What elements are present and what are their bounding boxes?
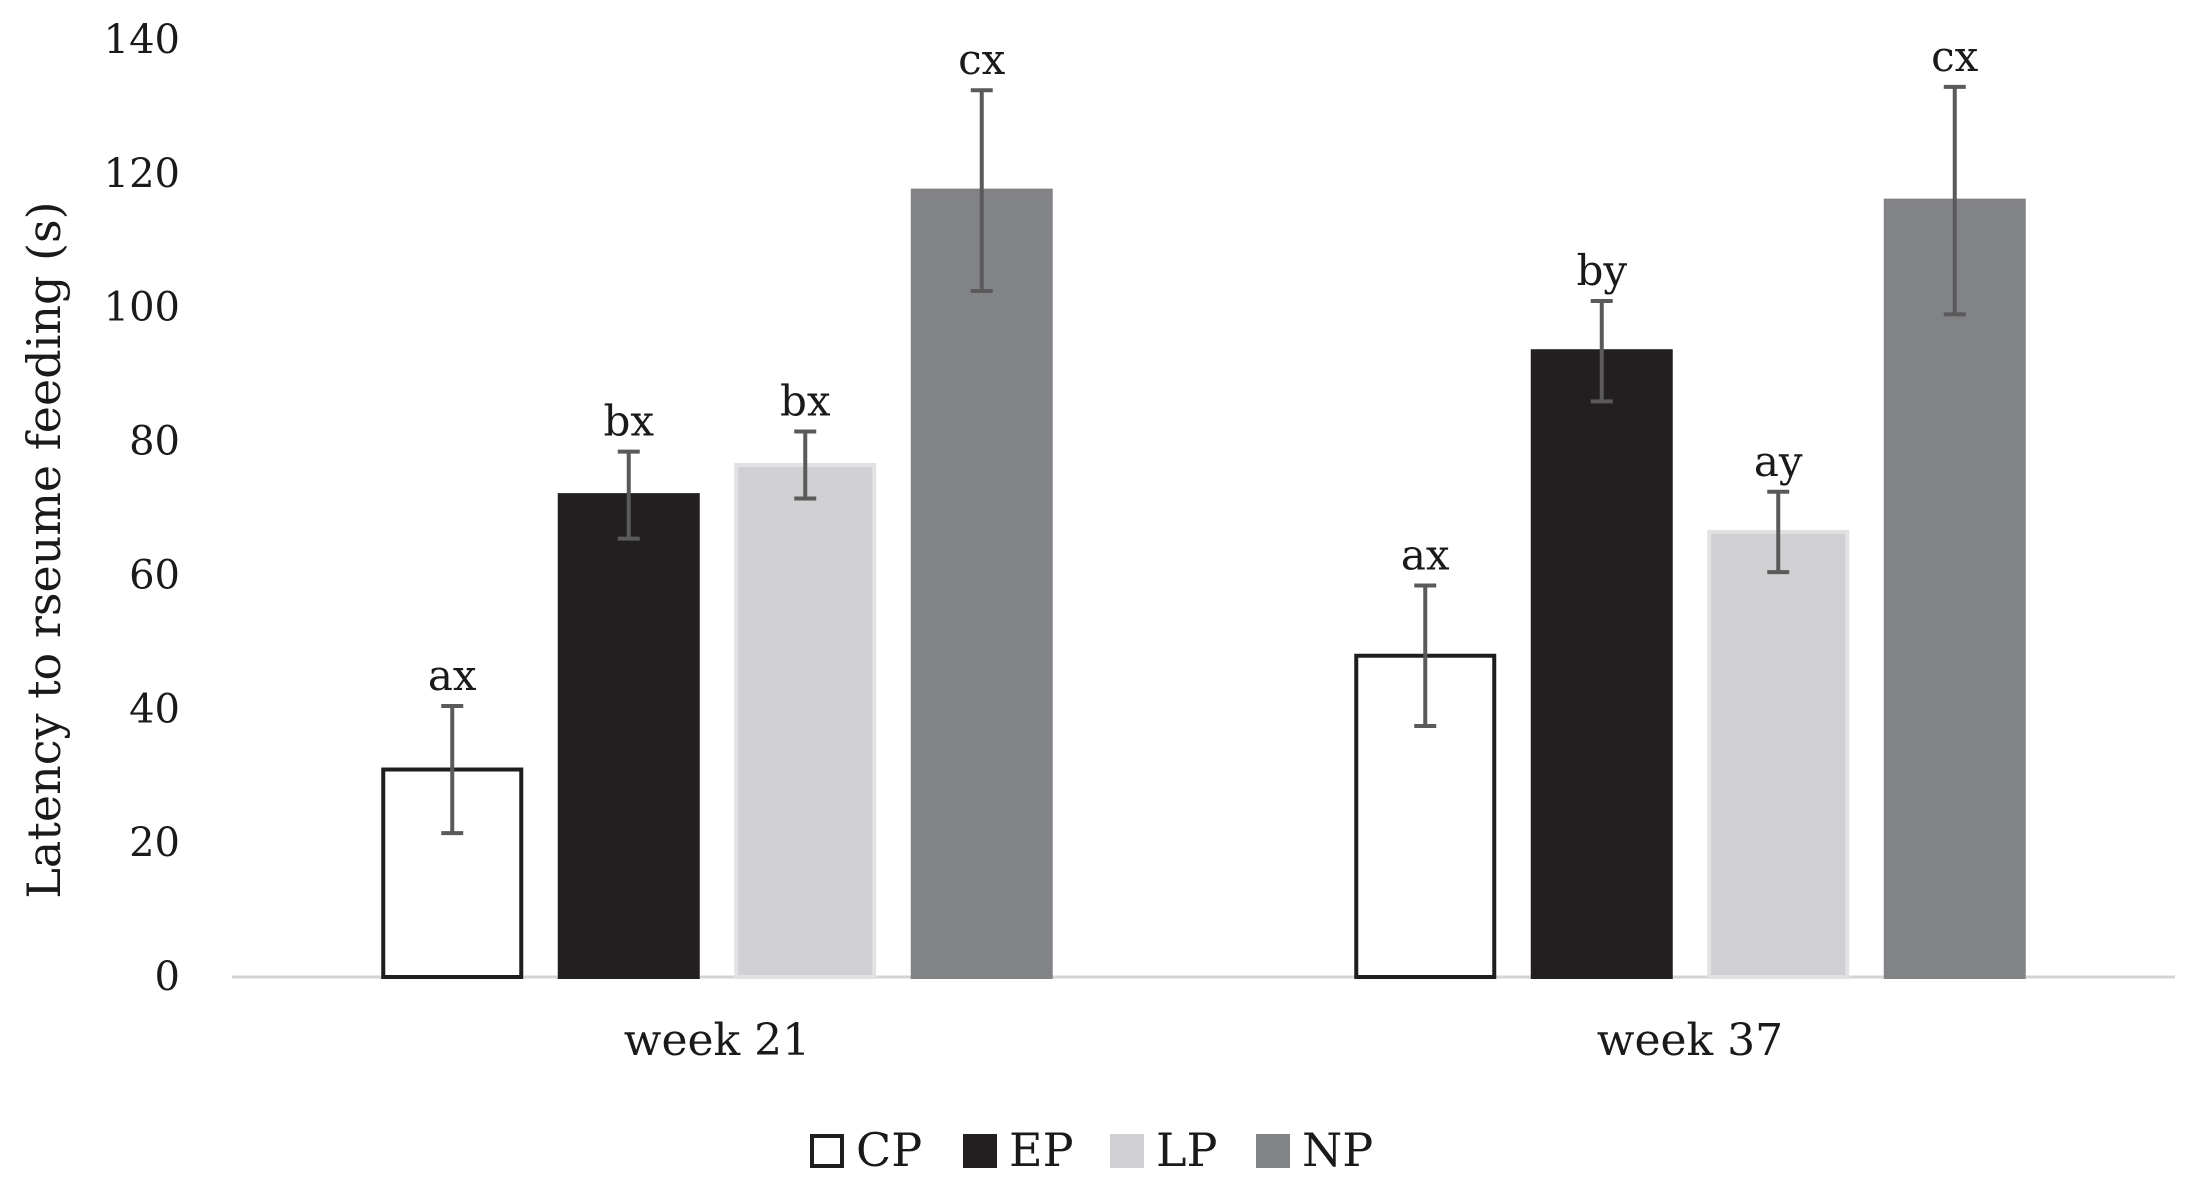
error-bar bbox=[1590, 299, 1613, 404]
legend-label: EP bbox=[1009, 1123, 1074, 1177]
y-tick-label: 20 bbox=[129, 820, 180, 866]
error-bar bbox=[441, 703, 464, 836]
significance-label: cx bbox=[1931, 32, 1979, 81]
error-bar bbox=[1767, 489, 1790, 575]
bar-cp bbox=[1354, 653, 1497, 979]
y-tick-label: 60 bbox=[129, 552, 180, 598]
legend-label: CP bbox=[856, 1123, 922, 1177]
significance-label: ax bbox=[428, 651, 477, 700]
x-category-label: week 37 bbox=[1597, 1015, 1783, 1066]
y-tick-label: 120 bbox=[104, 151, 180, 197]
x-axis-categories: week 21 week 37 bbox=[624, 1015, 1783, 1066]
error-bar bbox=[970, 88, 993, 293]
bar-ep bbox=[557, 493, 700, 979]
bar-group: ax bx bx cx bbox=[381, 35, 1053, 980]
legend-swatch-cp bbox=[810, 1134, 844, 1168]
significance-label: bx bbox=[780, 377, 831, 426]
legend-label: NP bbox=[1302, 1123, 1373, 1177]
bar-lp bbox=[1707, 529, 1850, 979]
bar-np bbox=[910, 188, 1053, 979]
y-tick-label: 40 bbox=[129, 686, 180, 732]
y-tick-label: 80 bbox=[129, 419, 180, 465]
y-tick-label: 100 bbox=[104, 285, 180, 331]
error-bar bbox=[794, 429, 817, 501]
legend-swatch-ep bbox=[963, 1134, 997, 1168]
significance-label: cx bbox=[958, 35, 1006, 84]
legend-label: LP bbox=[1156, 1123, 1218, 1177]
error-bar bbox=[617, 449, 640, 541]
y-tick-label: 140 bbox=[104, 17, 180, 63]
legend-swatch-np bbox=[1256, 1134, 1290, 1168]
y-axis-ticks: 0 20 40 60 80 100 120 140 bbox=[104, 17, 180, 1000]
significance-label: by bbox=[1576, 246, 1627, 295]
bar-np bbox=[1883, 198, 2026, 979]
significance-label: bx bbox=[603, 397, 654, 446]
legend: CP EP LP NP bbox=[810, 1123, 1373, 1177]
bar-groups: ax bx bx cx ax by ay cx bbox=[381, 32, 2026, 980]
bar-ep bbox=[1530, 349, 1673, 980]
bar-group: ax by ay cx bbox=[1354, 32, 2026, 980]
x-category-label: week 21 bbox=[624, 1015, 810, 1066]
error-bar bbox=[1414, 583, 1437, 729]
significance-label: ax bbox=[1401, 530, 1450, 579]
error-bar bbox=[1943, 84, 1966, 317]
bar-lp bbox=[734, 462, 877, 980]
y-tick-label: 0 bbox=[155, 954, 180, 1000]
legend-swatch-lp bbox=[1110, 1134, 1144, 1168]
y-axis-label: Latency to rseume feeding (s) bbox=[17, 201, 71, 898]
significance-label: ay bbox=[1754, 437, 1803, 486]
